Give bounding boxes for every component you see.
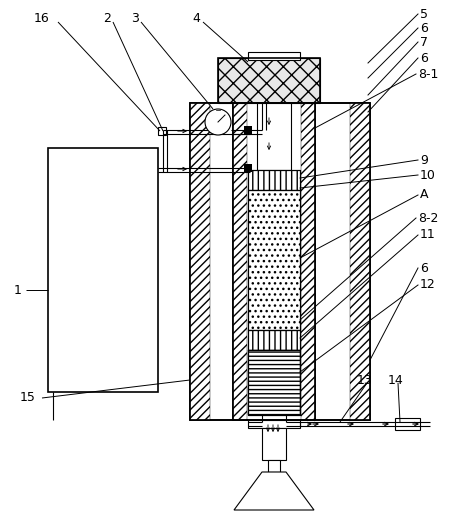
Bar — [349, 103, 369, 420]
Bar — [247, 170, 300, 190]
Bar — [244, 164, 251, 172]
Bar — [247, 330, 300, 350]
Bar — [218, 58, 319, 103]
Bar — [232, 103, 314, 420]
Text: 1: 1 — [14, 284, 22, 296]
Bar — [48, 148, 158, 392]
Bar — [247, 350, 300, 415]
Bar — [394, 418, 419, 430]
Text: 6: 6 — [419, 52, 427, 64]
Text: 16: 16 — [34, 12, 50, 25]
Text: 8-2: 8-2 — [417, 212, 438, 224]
Text: 12: 12 — [419, 278, 435, 291]
Bar — [300, 103, 314, 420]
Text: A: A — [419, 189, 427, 201]
Polygon shape — [233, 472, 313, 510]
Text: 2: 2 — [103, 12, 111, 25]
Bar — [232, 103, 314, 420]
Bar — [257, 103, 290, 170]
Text: 4: 4 — [192, 12, 200, 25]
Bar — [247, 190, 300, 330]
Bar — [189, 103, 210, 420]
Bar — [218, 58, 319, 103]
Text: 14: 14 — [387, 374, 403, 386]
Bar — [189, 103, 369, 420]
Text: 15: 15 — [20, 391, 36, 405]
Text: 9: 9 — [419, 153, 427, 167]
Text: 7: 7 — [419, 35, 427, 49]
Bar — [189, 103, 369, 420]
Text: 11: 11 — [419, 228, 435, 242]
Bar — [247, 420, 300, 428]
Bar — [244, 126, 251, 134]
Text: 8-1: 8-1 — [417, 67, 438, 81]
Text: 6: 6 — [419, 262, 427, 274]
Bar — [247, 350, 300, 415]
Text: 3: 3 — [131, 12, 138, 25]
Bar — [158, 127, 166, 135]
Bar — [247, 170, 300, 190]
Bar — [232, 103, 246, 420]
Bar — [262, 428, 285, 460]
Text: 13: 13 — [356, 374, 372, 386]
Text: 6: 6 — [419, 21, 427, 35]
Bar — [247, 330, 300, 350]
Bar — [247, 350, 300, 415]
Circle shape — [205, 109, 231, 135]
Bar — [247, 52, 300, 60]
Text: 5: 5 — [419, 8, 427, 20]
Bar — [247, 190, 300, 330]
Text: 10: 10 — [419, 169, 435, 181]
Bar — [268, 460, 279, 472]
